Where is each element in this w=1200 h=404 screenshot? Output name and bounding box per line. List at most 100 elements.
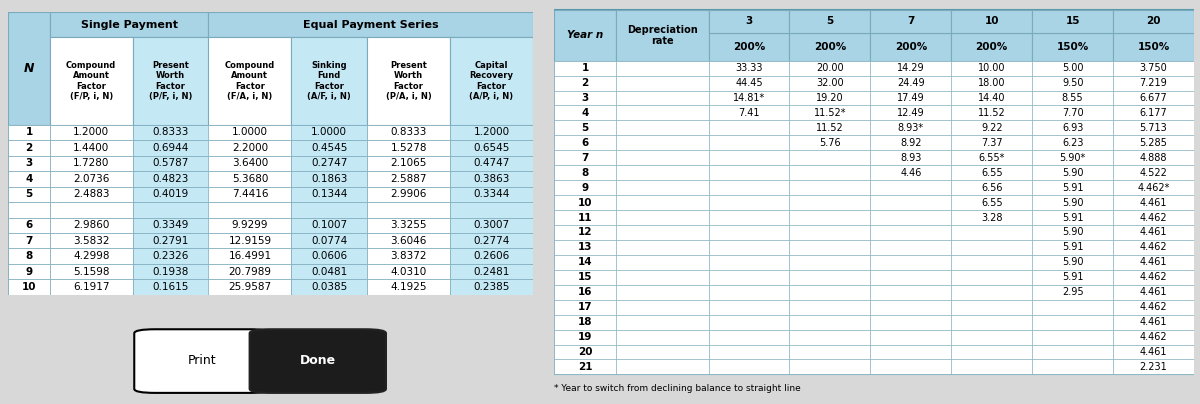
Bar: [554, 360, 616, 375]
Text: 1.0000: 1.0000: [311, 127, 347, 137]
Text: 2: 2: [582, 78, 589, 88]
Bar: [367, 187, 450, 202]
Text: 19: 19: [578, 332, 593, 342]
Text: 1.2000: 1.2000: [73, 127, 109, 137]
Text: 4.461: 4.461: [1140, 287, 1168, 297]
Bar: [790, 300, 870, 315]
Bar: [8, 233, 50, 248]
Bar: [952, 150, 1032, 165]
Bar: [367, 37, 450, 125]
Bar: [952, 330, 1032, 345]
Text: 0.2774: 0.2774: [473, 236, 510, 246]
Text: 4.461: 4.461: [1140, 257, 1168, 267]
Bar: [790, 135, 870, 150]
Bar: [1032, 300, 1114, 315]
Text: 4.522: 4.522: [1140, 168, 1168, 178]
Bar: [616, 105, 708, 120]
Bar: [292, 37, 367, 125]
Bar: [952, 120, 1032, 135]
Bar: [209, 12, 533, 37]
Text: 0.3344: 0.3344: [473, 189, 510, 199]
Bar: [132, 125, 209, 140]
Text: 2.9906: 2.9906: [390, 189, 427, 199]
Bar: [870, 285, 952, 300]
Text: 1.7280: 1.7280: [73, 158, 109, 168]
Text: 5: 5: [827, 16, 834, 26]
Text: 4.462: 4.462: [1140, 332, 1168, 342]
Text: 20.00: 20.00: [816, 63, 844, 73]
Text: 9.9299: 9.9299: [232, 220, 268, 230]
Bar: [292, 248, 367, 264]
Text: 5.90: 5.90: [1062, 227, 1084, 238]
Text: 10.00: 10.00: [978, 63, 1006, 73]
Bar: [554, 225, 616, 240]
Bar: [870, 105, 952, 120]
Bar: [708, 315, 790, 330]
Text: 20.7989: 20.7989: [228, 267, 271, 277]
Text: 11.52*: 11.52*: [814, 108, 846, 118]
Text: 0.1615: 0.1615: [152, 282, 188, 292]
Bar: [209, 217, 292, 233]
Text: 5.91: 5.91: [1062, 272, 1084, 282]
Bar: [790, 315, 870, 330]
Bar: [870, 135, 952, 150]
Bar: [1032, 105, 1114, 120]
Text: 4: 4: [25, 174, 32, 184]
Text: 0.3007: 0.3007: [473, 220, 510, 230]
Bar: [50, 280, 132, 295]
Bar: [450, 264, 533, 280]
Bar: [554, 210, 616, 225]
Bar: [1114, 10, 1194, 32]
Text: 0.3349: 0.3349: [152, 220, 188, 230]
Text: 0.1344: 0.1344: [311, 189, 348, 199]
Text: Present
Worth
Factor
(P/F, i, N): Present Worth Factor (P/F, i, N): [149, 61, 192, 101]
Bar: [132, 171, 209, 187]
Bar: [50, 248, 132, 264]
Bar: [50, 264, 132, 280]
Bar: [790, 105, 870, 120]
Bar: [790, 90, 870, 105]
Bar: [554, 330, 616, 345]
Bar: [132, 280, 209, 295]
Text: 24.49: 24.49: [896, 78, 925, 88]
Text: 44.45: 44.45: [736, 78, 763, 88]
Bar: [708, 210, 790, 225]
Bar: [367, 233, 450, 248]
Bar: [554, 300, 616, 315]
Bar: [616, 135, 708, 150]
Bar: [292, 140, 367, 156]
Text: 12.49: 12.49: [896, 108, 925, 118]
Bar: [1032, 225, 1114, 240]
Bar: [870, 330, 952, 345]
Text: 200%: 200%: [895, 42, 926, 52]
Text: Class: Class: [935, 16, 967, 26]
Bar: [132, 217, 209, 233]
Text: 15: 15: [1066, 16, 1080, 26]
Text: 6.177: 6.177: [1140, 108, 1168, 118]
Text: Done: Done: [300, 354, 336, 367]
Bar: [870, 240, 952, 255]
Text: 5.91: 5.91: [1062, 213, 1084, 223]
Bar: [554, 105, 616, 120]
Text: 20: 20: [578, 347, 593, 357]
Text: 16.4991: 16.4991: [228, 251, 271, 261]
Bar: [50, 140, 132, 156]
Text: 3: 3: [25, 158, 32, 168]
Bar: [1114, 135, 1194, 150]
Text: 6: 6: [582, 138, 589, 148]
Bar: [952, 345, 1032, 360]
Bar: [554, 61, 616, 76]
Bar: [790, 76, 870, 90]
Bar: [708, 180, 790, 195]
Bar: [952, 255, 1032, 270]
Bar: [790, 165, 870, 180]
Bar: [870, 120, 952, 135]
Bar: [870, 32, 952, 61]
Text: 150%: 150%: [1056, 42, 1088, 52]
Bar: [50, 156, 132, 171]
Bar: [616, 255, 708, 270]
Text: 4.888: 4.888: [1140, 153, 1168, 163]
Bar: [1032, 285, 1114, 300]
Bar: [616, 240, 708, 255]
Bar: [50, 171, 132, 187]
